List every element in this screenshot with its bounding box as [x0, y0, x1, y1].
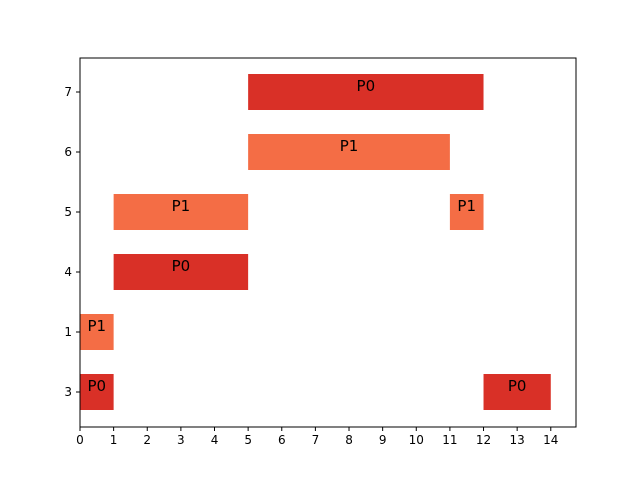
bars-layer: P0 P0 P1 P0 P1 P1 P1 P0	[80, 74, 551, 410]
bar-p1-row-5-5	[449, 194, 484, 230]
x-tick-label: 7	[312, 433, 320, 447]
x-axis: 0 1 2 3 4 5 6 7 8 9 10 11 12 13 14	[76, 427, 558, 447]
bar-label: P0	[357, 77, 376, 95]
x-tick-label: 11	[442, 433, 457, 447]
bar-label: P1	[88, 317, 107, 335]
bar-p0-row-7-7	[248, 74, 484, 110]
y-tick-label: 3	[64, 385, 72, 399]
y-axis: 3 1 4 5 6 7	[64, 85, 80, 399]
y-tick-label: 1	[64, 325, 72, 339]
bar-p0-row-3-0	[80, 374, 114, 410]
x-tick-label: 2	[143, 433, 151, 447]
bar-p1-row-6-6	[248, 134, 450, 170]
x-tick-label: 1	[110, 433, 118, 447]
y-tick-label: 4	[64, 265, 72, 279]
x-tick-label: 14	[543, 433, 558, 447]
x-tick-label: 3	[177, 433, 185, 447]
bar-p0-row-4-3	[113, 254, 249, 290]
bar-label: P1	[457, 197, 476, 215]
x-tick-label: 13	[510, 433, 525, 447]
x-tick-label: 4	[211, 433, 219, 447]
bar-label: P1	[340, 137, 359, 155]
y-tick-label: 7	[64, 85, 72, 99]
x-tick-label: 8	[345, 433, 353, 447]
y-tick-label: 5	[64, 205, 72, 219]
x-tick-label: 5	[244, 433, 252, 447]
x-tick-label: 12	[476, 433, 491, 447]
bar-p1-row-5-4	[113, 194, 249, 230]
bar-p1-row-1-2	[80, 314, 114, 350]
bar-label: P0	[88, 377, 107, 395]
x-tick-label: 0	[76, 433, 84, 447]
bar-label: P1	[172, 197, 191, 215]
bar-p0-row-3-1	[483, 374, 551, 410]
x-tick-label: 10	[409, 433, 424, 447]
bar-label: P0	[172, 257, 191, 275]
x-tick-label: 9	[379, 433, 387, 447]
x-tick-label: 6	[278, 433, 286, 447]
plot-frame	[79, 57, 577, 428]
bar-label: P0	[508, 377, 527, 395]
y-tick-label: 6	[64, 145, 72, 159]
